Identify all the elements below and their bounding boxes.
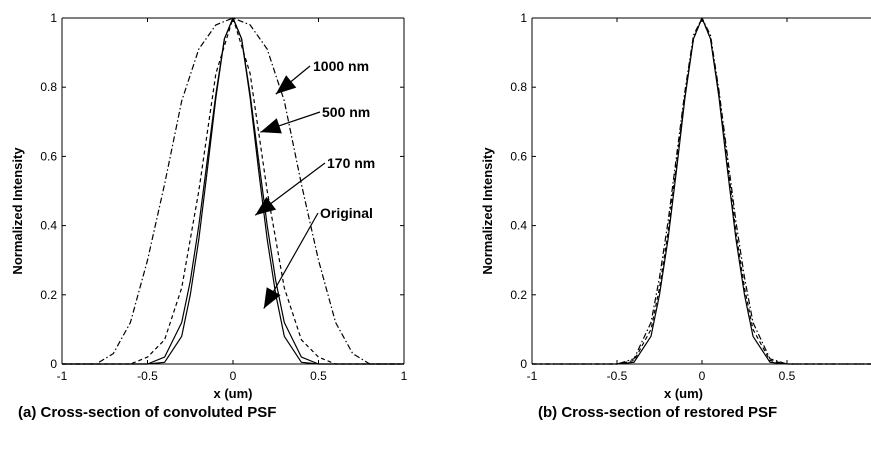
y-tick-label: 1	[50, 11, 57, 25]
y-tick-label: 0.2	[510, 288, 527, 302]
x-axis-label: x (um)	[664, 386, 703, 401]
y-tick-label: 0.4	[510, 219, 527, 233]
annotation-label: 1000 nm	[313, 58, 369, 74]
x-tick-label: -0.5	[137, 369, 158, 383]
annotation-label: 170 nm	[327, 155, 375, 171]
x-tick-label: 0.5	[310, 369, 327, 383]
annotation-arrow-head	[263, 287, 281, 309]
annotation-arrow-head	[275, 75, 297, 95]
y-axis-label: Normalized Intensity	[10, 147, 25, 275]
y-tick-label: 0.8	[40, 80, 57, 94]
series-line-500-nm	[62, 17, 404, 365]
annotation-label: 500 nm	[322, 104, 370, 120]
y-tick-label: 0.6	[510, 149, 527, 163]
x-tick-label: 0.5	[779, 369, 796, 383]
x-tick-label: -1	[57, 369, 68, 383]
annotation-arrow-head	[260, 118, 282, 134]
x-tick-label: 0	[230, 369, 237, 383]
series-line-s0	[532, 17, 871, 365]
panel-b-caption: (b) Cross-section of restored PSF	[538, 404, 778, 421]
x-axis-label: x (um)	[214, 386, 253, 401]
y-tick-label: 0.8	[510, 80, 527, 94]
y-axis-label: Normalized Intensity	[480, 147, 495, 275]
x-tick-label: -0.5	[607, 369, 628, 383]
x-tick-label: 1	[401, 369, 408, 383]
x-tick-label: -1	[527, 369, 538, 383]
series-line-s2	[532, 17, 871, 365]
annotation-arrow-head	[255, 196, 277, 216]
y-tick-label: 0.6	[40, 149, 57, 163]
panel-a-caption: (a) Cross-section of convoluted PSF	[18, 404, 277, 421]
panel-b: 0 0.2 0.4 0.6 0.8 1 -1 -0.5 0 0.5 x (um) Normalized…	[480, 11, 871, 401]
y-tick-label: 0.2	[40, 288, 57, 302]
y-tick-label: 0	[50, 357, 57, 371]
series-line-s1	[532, 17, 871, 365]
y-tick-label: 0.4	[40, 219, 57, 233]
x-tick-label: 0	[699, 369, 706, 383]
panel-a: 0 0.2 0.4 0.6 0.8 1 -1 -0.5 0 0.5 1 x (um) Normalize…	[10, 11, 408, 401]
series-line-1000-nm	[62, 17, 404, 365]
y-tick-label: 1	[520, 11, 527, 25]
y-tick-label: 0	[520, 357, 527, 371]
annotation-label: Original	[320, 205, 373, 221]
